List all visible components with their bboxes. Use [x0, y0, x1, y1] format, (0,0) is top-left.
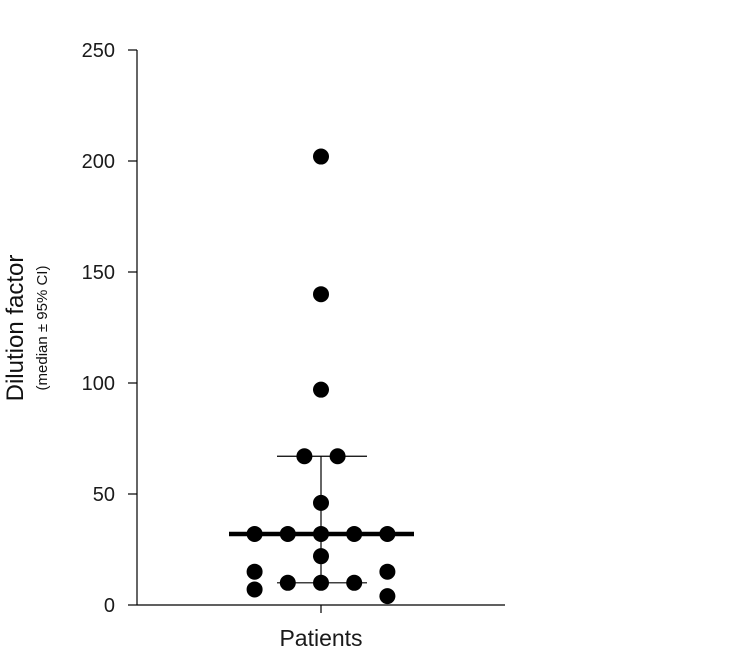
- data-point: [279, 574, 296, 591]
- y-axis-title: Dilution factor: [2, 255, 29, 402]
- y-ticks: 0 50 100 150 200 250: [82, 40, 137, 617]
- data-point: [246, 563, 263, 580]
- y-tick-label: 0: [104, 595, 115, 617]
- data-point: [296, 448, 313, 465]
- data-point: [379, 563, 396, 580]
- data-point: [313, 548, 329, 565]
- y-tick-label: 50: [93, 484, 115, 506]
- y-tick-label: 100: [82, 373, 115, 395]
- data-point: [313, 381, 329, 398]
- data-point: [329, 448, 346, 465]
- data-point: [313, 494, 329, 511]
- y-axis-subtitle: (median ± 95% CI): [34, 266, 51, 391]
- axes: [136, 50, 505, 613]
- y-tick-label: 150: [82, 262, 115, 284]
- data-point: [346, 574, 363, 591]
- y-tick-label: 200: [82, 151, 115, 173]
- data-point: [379, 588, 396, 605]
- data-point: [313, 286, 329, 303]
- data-point: [246, 581, 263, 598]
- data-point: [313, 574, 329, 591]
- data-point: [313, 148, 329, 165]
- y-tick-label: 250: [82, 40, 115, 62]
- x-category-label: Patients: [279, 625, 362, 651]
